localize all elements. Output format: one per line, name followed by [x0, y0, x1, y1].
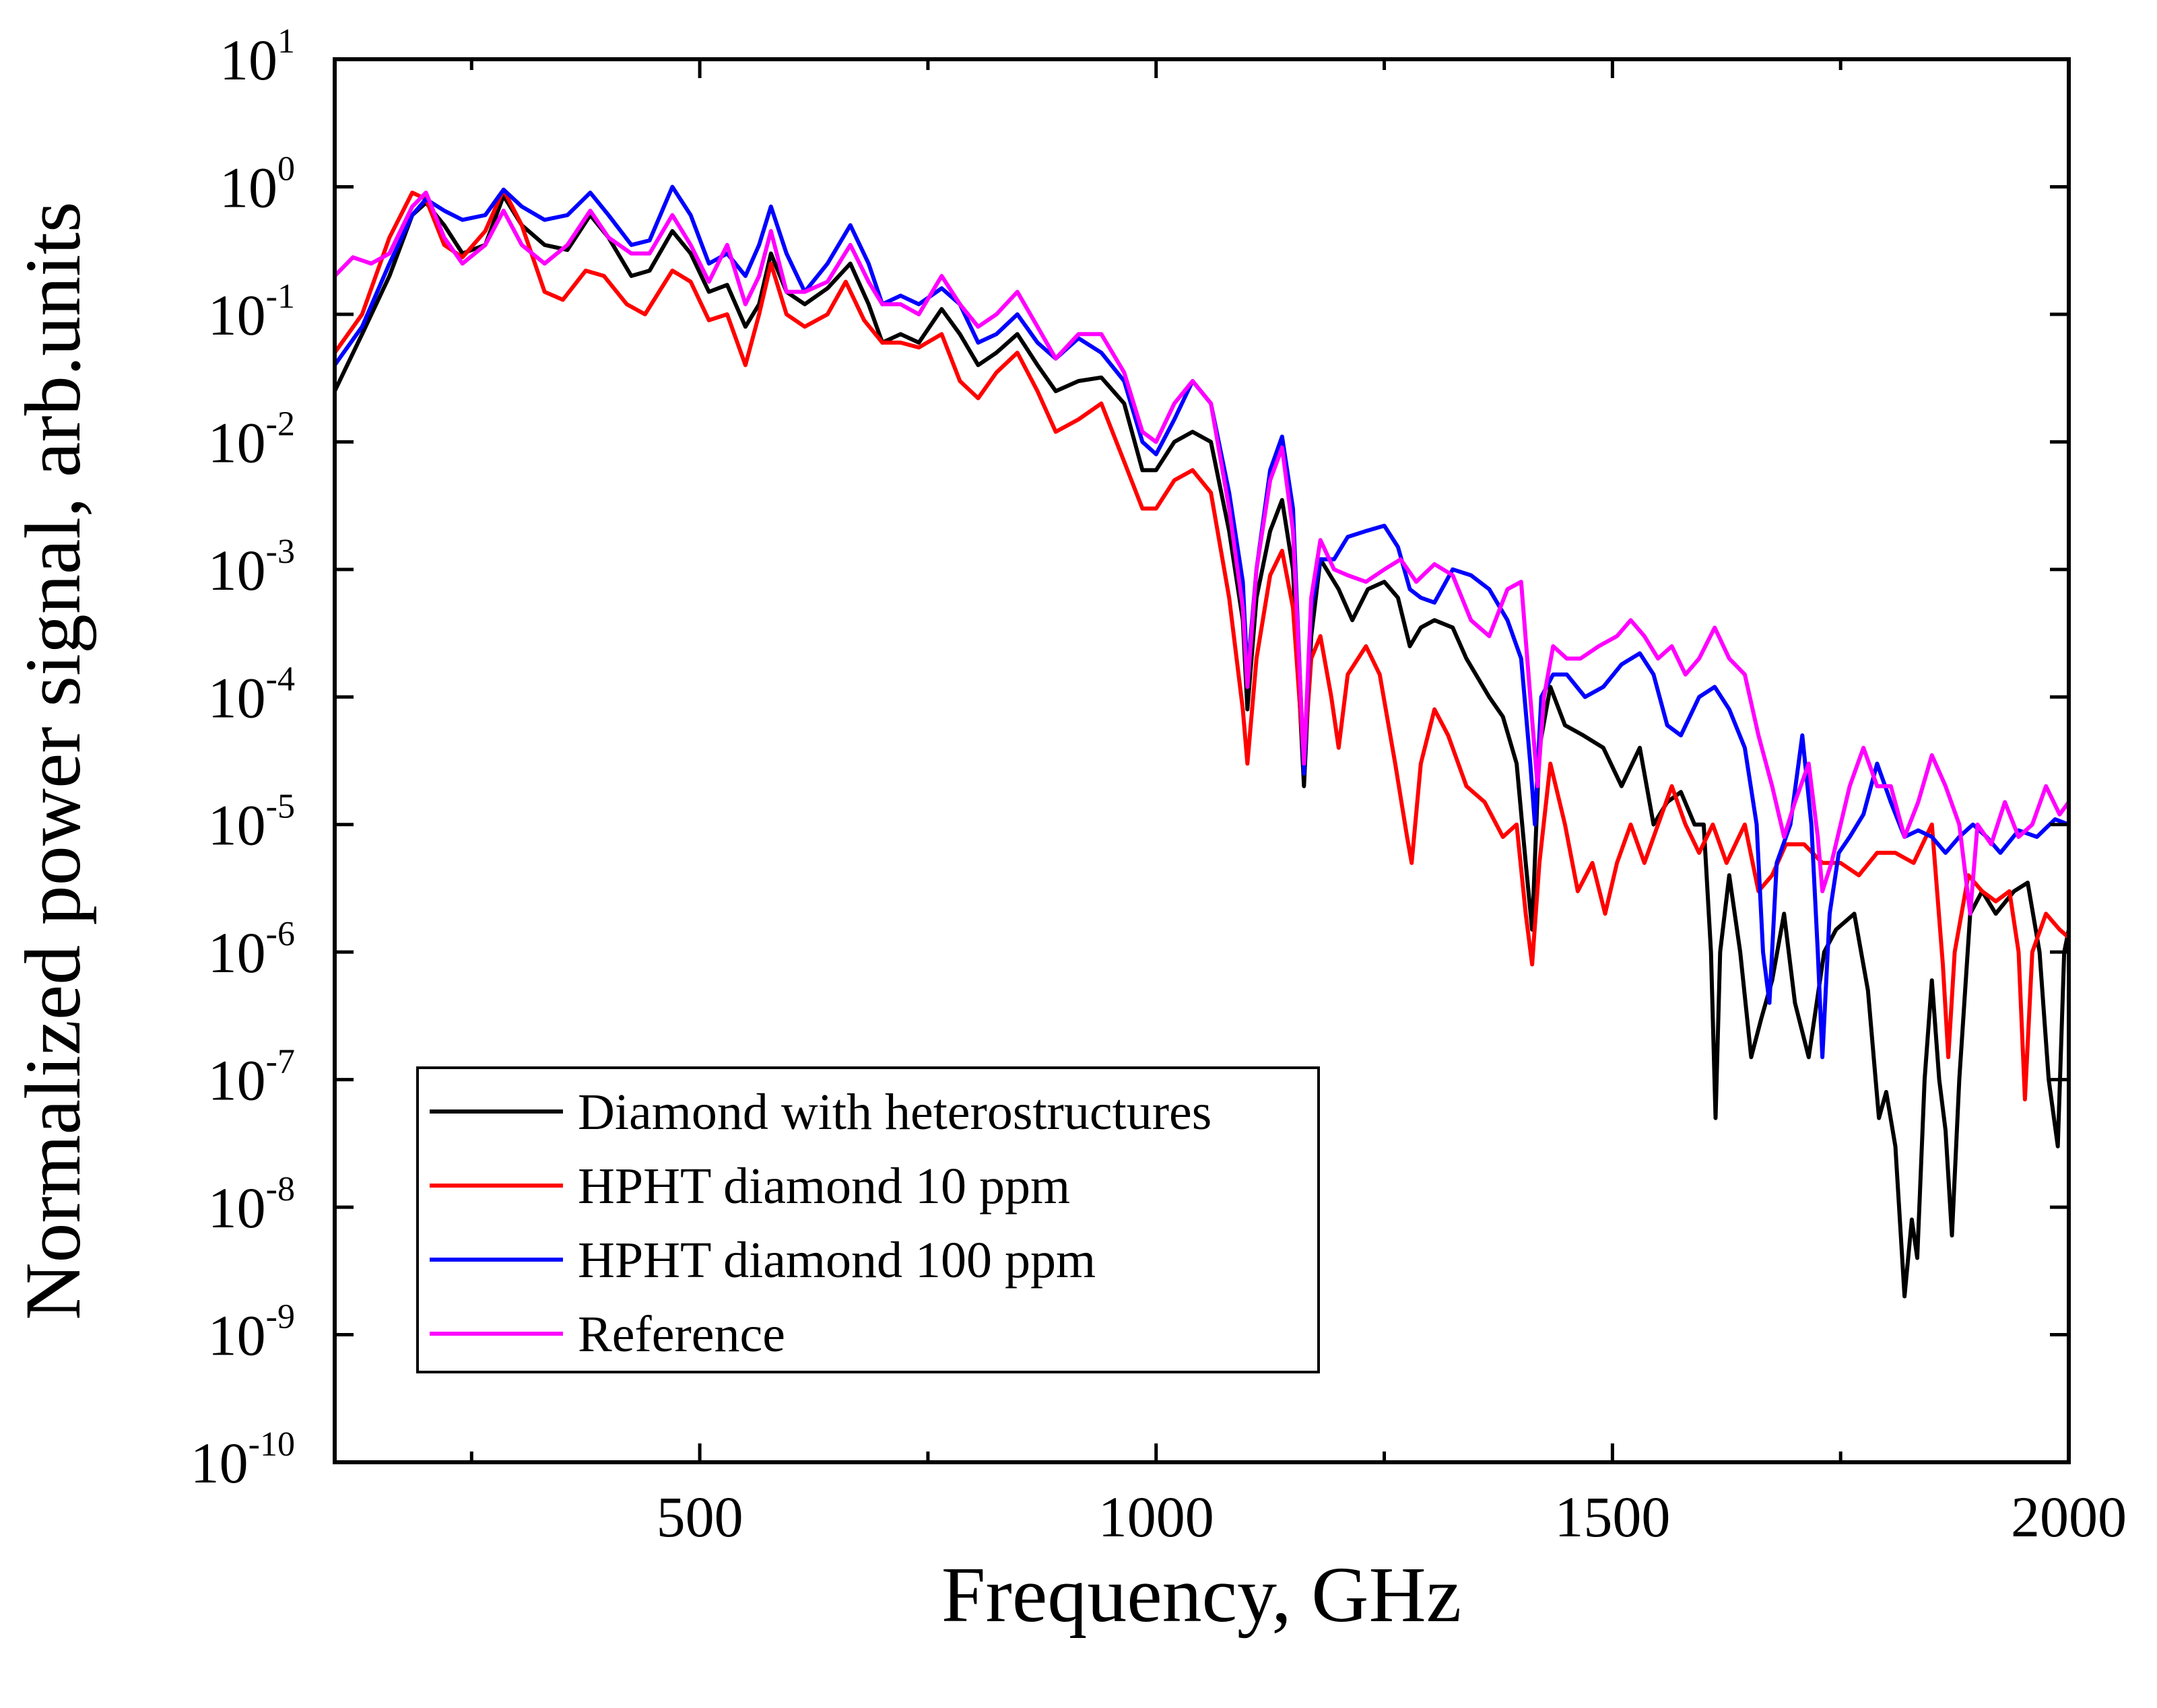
y-tick-label-7: 10-6	[208, 915, 295, 985]
y-tick-label-5: 10-4	[208, 660, 295, 730]
x-axis-title: Frequency, GHz	[941, 1550, 1461, 1639]
series-line-3	[335, 191, 2069, 916]
y-tick-label-0: 101	[220, 22, 295, 92]
legend-label-3: Reference	[578, 1306, 785, 1363]
ticks-layer	[335, 57, 2071, 1464]
plot-frame	[333, 57, 2071, 1464]
x-tick-label-2: 1500	[1554, 1484, 1670, 1549]
series-layer	[335, 184, 2069, 1299]
series-line-1	[335, 187, 2069, 1101]
y-tick-label-11: 10-10	[191, 1425, 295, 1495]
y-tick-label-9: 10-8	[208, 1170, 295, 1240]
x-tick-label-0: 500	[657, 1484, 743, 1549]
y-tick-label-4: 10-3	[208, 533, 295, 603]
y-tick-label-10: 10-9	[208, 1298, 295, 1368]
legend-label-1: HPHT diamond 10 ppm	[578, 1158, 1070, 1215]
legend-label-2: HPHT diamond 100 ppm	[578, 1232, 1096, 1289]
legend: Diamond with heterostructures HPHT diamon…	[416, 1066, 1320, 1373]
series-line-0	[335, 193, 2069, 1299]
y-tick-label-1: 100	[220, 149, 295, 219]
legend-label-0: Diamond with heterostructures	[578, 1084, 1212, 1140]
legend-box	[416, 1066, 1320, 1373]
y-axis-title: Normalized power signal, arb.units	[9, 201, 97, 1320]
labels-layer: 500 1000 1500 2000 101 100 10-1 10-2 10-3 10-4 10-…	[191, 22, 2127, 1549]
x-tick-label-3: 2000	[2011, 1484, 2127, 1549]
legend-items: Diamond with heterostructures HPHT diamon…	[430, 1084, 1212, 1363]
y-tick-label-6: 10-5	[208, 788, 295, 858]
y-tick-label-2: 10-1	[208, 277, 295, 347]
y-tick-label-3: 10-2	[208, 405, 295, 475]
x-tick-label-1: 1000	[1098, 1484, 1214, 1549]
y-tick-label-8: 10-7	[208, 1043, 295, 1113]
